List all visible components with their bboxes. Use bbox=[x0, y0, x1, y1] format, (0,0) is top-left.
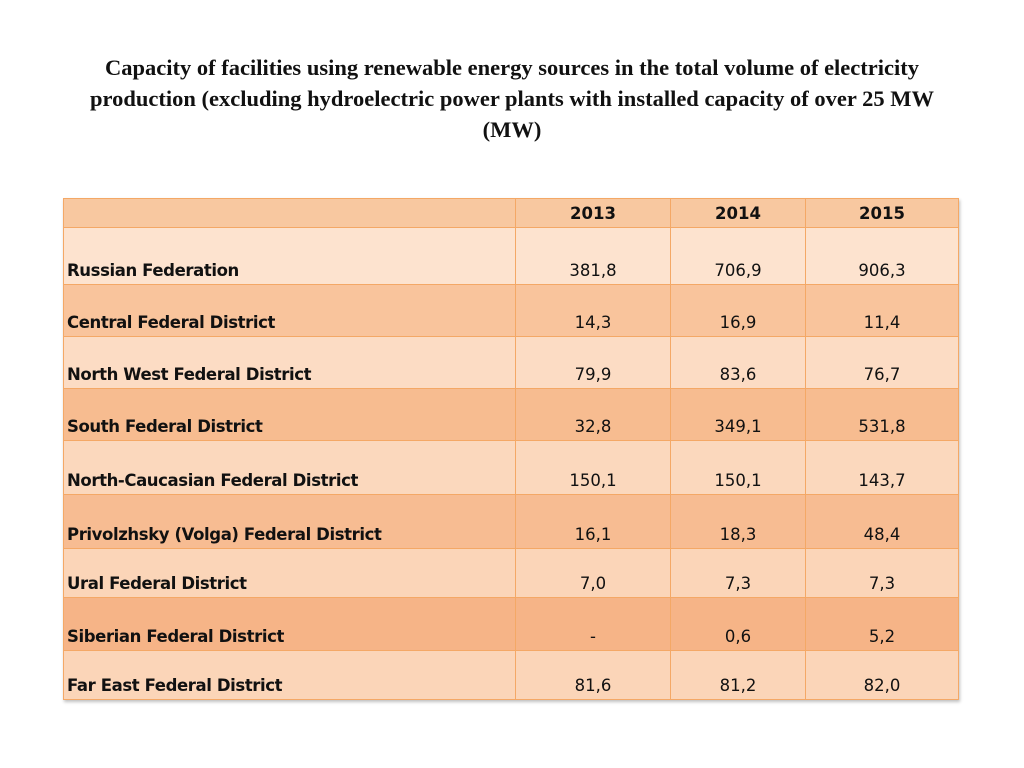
region-name: North-Caucasian Federal District bbox=[63, 440, 516, 495]
region-name: Far East Federal District bbox=[63, 650, 516, 700]
table-row: North-Caucasian Federal District 150,1 150… bbox=[63, 440, 959, 495]
value-cell: 706,9 bbox=[670, 227, 806, 285]
value-cell: 531,8 bbox=[805, 388, 959, 441]
header-cell-year: 2014 bbox=[670, 198, 806, 228]
region-name: South Federal District bbox=[63, 388, 516, 441]
table-row: Russian Federation 381,8 706,9 906,3 bbox=[63, 227, 959, 285]
table-row: Central Federal District 14,3 16,9 11,4 bbox=[63, 284, 959, 337]
value-cell: 7,3 bbox=[670, 548, 806, 598]
value-cell: 76,7 bbox=[805, 336, 959, 389]
value-cell: 16,1 bbox=[515, 494, 671, 549]
value-cell: 81,6 bbox=[515, 650, 671, 700]
value-cell: 83,6 bbox=[670, 336, 806, 389]
region-name: Central Federal District bbox=[63, 284, 516, 337]
region-name: Ural Federal District bbox=[63, 548, 516, 598]
slide-title: Capacity of facilities using renewable e… bbox=[90, 55, 934, 142]
header-row: 2013 2014 2015 bbox=[63, 198, 959, 228]
value-cell: 82,0 bbox=[805, 650, 959, 700]
value-cell: 7,3 bbox=[805, 548, 959, 598]
value-cell: 11,4 bbox=[805, 284, 959, 337]
value-cell: 150,1 bbox=[670, 440, 806, 495]
table-row: Far East Federal District 81,6 81,2 82,0 bbox=[63, 650, 959, 700]
header-cell-year: 2013 bbox=[515, 198, 671, 228]
value-cell: 16,9 bbox=[670, 284, 806, 337]
capacity-table: 2013 2014 2015 Russian Federation 381,8 706,9… bbox=[63, 198, 959, 700]
value-cell: 143,7 bbox=[805, 440, 959, 495]
table-row: Privolzhsky (Volga) Federal District 16,1… bbox=[63, 494, 959, 549]
header-cell-year: 2015 bbox=[805, 198, 959, 228]
value-cell: 150,1 bbox=[515, 440, 671, 495]
table-row: South Federal District 32,8 349,1 531,8 bbox=[63, 388, 959, 441]
region-name: North West Federal District bbox=[63, 336, 516, 389]
table-row: Ural Federal District 7,0 7,3 7,3 bbox=[63, 548, 959, 598]
value-cell: 7,0 bbox=[515, 548, 671, 598]
value-cell: 349,1 bbox=[670, 388, 806, 441]
value-cell: 14,3 bbox=[515, 284, 671, 337]
value-cell: 18,3 bbox=[670, 494, 806, 549]
value-cell: - bbox=[515, 597, 671, 651]
value-cell: 906,3 bbox=[805, 227, 959, 285]
table-row: Siberian Federal District -0,6 5,2 bbox=[63, 597, 959, 651]
value-cell: 81,2 bbox=[670, 650, 806, 700]
value-cell: 32,8 bbox=[515, 388, 671, 441]
region-name: Russian Federation bbox=[63, 227, 516, 285]
table-row: North West Federal District 79,9 83,6 76,7 bbox=[63, 336, 959, 389]
value-cell: 79,9 bbox=[515, 336, 671, 389]
region-name: Siberian Federal District bbox=[63, 597, 516, 651]
value-cell: 5,2 bbox=[805, 597, 959, 651]
header-cell-blank bbox=[63, 198, 516, 228]
value-cell: 0,6 bbox=[670, 597, 806, 651]
value-cell: 381,8 bbox=[515, 227, 671, 285]
value-cell: 48,4 bbox=[805, 494, 959, 549]
region-name: Privolzhsky (Volga) Federal District bbox=[63, 494, 516, 549]
